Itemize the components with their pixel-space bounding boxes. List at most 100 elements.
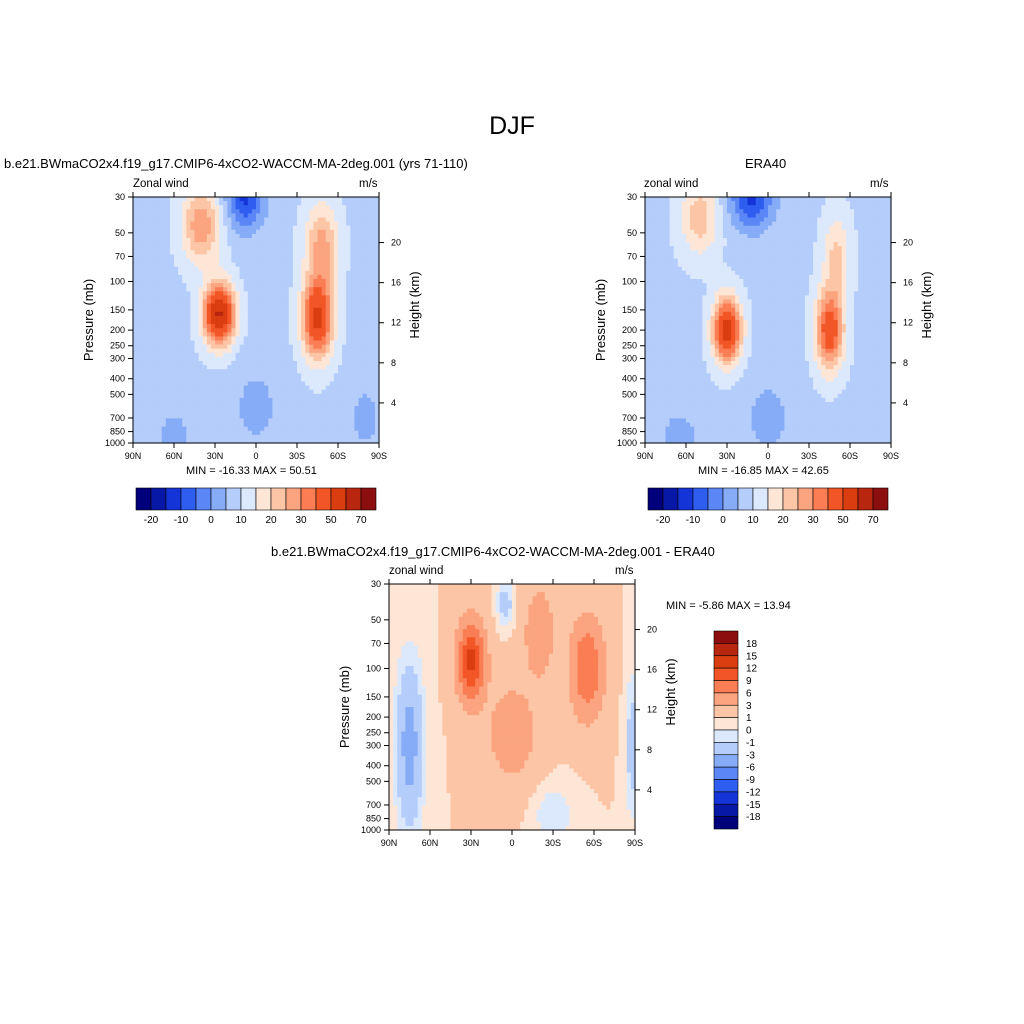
field-cell [317, 336, 323, 342]
field-cell [161, 385, 167, 391]
field-cell [235, 270, 241, 276]
field-cell [153, 418, 159, 424]
field-cell [215, 406, 220, 411]
field-cell [784, 266, 790, 272]
field-cell [325, 311, 331, 317]
field-cell [256, 328, 261, 333]
field-cell [210, 221, 216, 227]
field-cell [321, 299, 327, 305]
field-cell [366, 287, 372, 292]
field-cell [256, 336, 261, 342]
field-cell [333, 434, 339, 440]
field-cell [165, 283, 171, 288]
field-cell [690, 274, 695, 280]
field-cell [268, 402, 273, 407]
field-cell [194, 361, 200, 366]
field-cell [153, 274, 159, 280]
field-cell [772, 197, 777, 202]
field-cell [313, 422, 319, 428]
field-cell [174, 422, 179, 428]
field-cell [149, 262, 155, 268]
field-cell [374, 266, 380, 272]
field-cell [292, 197, 298, 202]
field-cell [243, 262, 249, 268]
field-cell [788, 246, 794, 251]
field-cell [202, 324, 208, 329]
field-cell [161, 274, 167, 280]
field-cell [165, 422, 171, 428]
field-cell [768, 266, 773, 272]
field-cell [333, 438, 339, 444]
field-cell [747, 229, 753, 235]
field-cell [243, 209, 249, 214]
field-cell [239, 438, 245, 444]
field-cell [677, 258, 683, 264]
field-cell [194, 221, 200, 227]
field-cell [694, 254, 699, 260]
field-cell [235, 430, 241, 436]
field-cell [370, 348, 376, 354]
field-cell [759, 238, 765, 243]
field-cell [309, 365, 314, 370]
field-cell [272, 299, 278, 305]
field-cell [366, 324, 372, 329]
colorbar-swatch [285, 487, 302, 511]
field-cell [366, 422, 372, 428]
field-cell [796, 229, 802, 235]
field-cell [161, 373, 167, 378]
field-cell [272, 369, 278, 374]
field-cell [841, 197, 847, 202]
field-cell [268, 352, 273, 358]
field-cell [227, 385, 232, 391]
field-cell [718, 225, 724, 231]
field-cell [735, 242, 740, 247]
field-cell [874, 266, 880, 272]
field-cell [190, 352, 196, 358]
field-cell [800, 209, 806, 214]
field-cell [169, 397, 175, 403]
field-cell [157, 393, 163, 399]
field-cell [198, 344, 204, 350]
field-cell [759, 270, 765, 276]
field-cell [141, 270, 146, 276]
field-cell [309, 373, 314, 378]
field-cell [239, 344, 245, 350]
field-cell [739, 217, 744, 223]
field-cell [292, 279, 298, 284]
field-cell [772, 279, 777, 284]
field-cell [854, 270, 859, 276]
field-cell [169, 438, 175, 444]
field-cell [174, 365, 179, 370]
field-cell [133, 287, 138, 292]
field-cell [350, 320, 355, 325]
field-cell [149, 438, 155, 444]
field-cell [169, 221, 175, 227]
field-cell [763, 233, 769, 239]
field-cell [202, 393, 208, 399]
field-cell [292, 311, 298, 317]
field-cell [657, 274, 662, 280]
field-cell [292, 340, 298, 346]
field-cell [673, 258, 679, 264]
field-cell [165, 238, 171, 243]
field-cell [776, 266, 781, 272]
field-cell [317, 221, 323, 227]
field-cell [190, 344, 196, 350]
field-cell [161, 438, 167, 444]
field-cell [231, 213, 237, 219]
field-cell [169, 393, 175, 399]
field-cell [792, 238, 798, 243]
field-cell [759, 250, 765, 255]
field-cell [264, 266, 269, 272]
field-cell [190, 283, 196, 288]
field-cell [297, 328, 302, 333]
field-cell [264, 414, 269, 419]
field-cell [297, 320, 302, 325]
field-cell [153, 377, 159, 383]
field-cell [272, 406, 278, 411]
field-cell [694, 233, 699, 239]
field-cell [149, 422, 155, 428]
field-cell [837, 242, 843, 247]
field-cell [276, 393, 282, 399]
field-cell [301, 340, 306, 346]
